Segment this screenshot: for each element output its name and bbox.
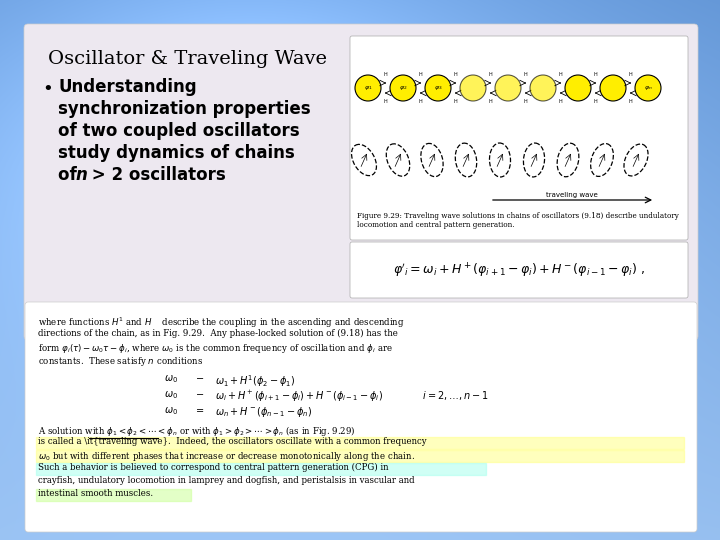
Text: Oscillator & Traveling Wave: Oscillator & Traveling Wave (48, 50, 327, 68)
Text: of: of (58, 166, 83, 184)
Text: constants.  These satisfy $n$ conditions: constants. These satisfy $n$ conditions (38, 355, 203, 368)
Text: H: H (629, 99, 632, 104)
Text: study dynamics of chains: study dynamics of chains (58, 144, 294, 162)
Text: H: H (418, 72, 423, 77)
FancyBboxPatch shape (350, 242, 688, 298)
Text: $\omega_0$ but with different phases that increase or decrease monotonically alo: $\omega_0$ but with different phases tha… (38, 450, 415, 463)
Text: H: H (384, 72, 387, 77)
Bar (36, 463, 486, 475)
Text: $\omega_0$: $\omega_0$ (164, 405, 178, 417)
Text: is called a \it{traveling wave}.  Indeed, the oscillators oscillate with a commo: is called a \it{traveling wave}. Indeed,… (38, 437, 427, 446)
Text: H: H (559, 72, 562, 77)
Text: $\omega_0$: $\omega_0$ (164, 389, 178, 401)
Text: Figure 9.29: Traveling wave solutions in chains of oscillators (9.18) describe u: Figure 9.29: Traveling wave solutions in… (357, 212, 679, 229)
Circle shape (425, 75, 451, 101)
Text: directions of the chain, as in Fig. 9.29.  Any phase-locked solution of (9.18) h: directions of the chain, as in Fig. 9.29… (38, 329, 398, 338)
Circle shape (390, 75, 416, 101)
Circle shape (460, 75, 486, 101)
Text: H: H (454, 99, 457, 104)
Text: $\varphi_1$: $\varphi_1$ (364, 84, 372, 92)
FancyBboxPatch shape (24, 24, 698, 340)
Text: A solution with $\phi_1 < \phi_2 < \cdots < \phi_n$ or with $\phi_1 > \phi_2 > \: A solution with $\phi_1 < \phi_2 < \cdot… (38, 424, 356, 438)
Text: of two coupled oscillators: of two coupled oscillators (58, 122, 300, 140)
Text: > 2 oscillators: > 2 oscillators (86, 166, 226, 184)
Circle shape (530, 75, 556, 101)
Text: H: H (523, 72, 527, 77)
Text: $-$: $-$ (195, 389, 204, 398)
Text: H: H (384, 99, 387, 104)
Text: n: n (75, 166, 87, 184)
Text: H: H (418, 99, 423, 104)
Text: $=$: $=$ (194, 405, 205, 414)
Text: $\omega_1 + H^1(\phi_2 - \phi_1)$: $\omega_1 + H^1(\phi_2 - \phi_1)$ (215, 373, 295, 389)
Bar (36, 437, 684, 449)
Bar (36, 450, 684, 462)
FancyBboxPatch shape (350, 36, 688, 240)
Text: where functions $H^1$ and $H$    describe the coupling in the ascending and desc: where functions $H^1$ and $H$ describe t… (38, 316, 405, 330)
Circle shape (635, 75, 661, 101)
Text: H: H (454, 72, 457, 77)
Circle shape (565, 75, 591, 101)
Text: $\varphi_n$: $\varphi_n$ (644, 84, 652, 92)
Text: H: H (629, 72, 632, 77)
Bar (36, 489, 191, 501)
Text: H: H (523, 99, 527, 104)
Text: form $\varphi_i(\tau) - \omega_0\tau - \phi_i$, where $\omega_0$ is the common f: form $\varphi_i(\tau) - \omega_0\tau - \… (38, 342, 393, 355)
Circle shape (355, 75, 381, 101)
FancyBboxPatch shape (25, 302, 697, 532)
Text: $\omega_i + H^+(\phi_{i+1} - \phi_i) + H^-(\phi_{i-1} - \phi_i)$: $\omega_i + H^+(\phi_{i+1} - \phi_i) + H… (215, 389, 383, 404)
Circle shape (495, 75, 521, 101)
Text: $\varphi_2$: $\varphi_2$ (399, 84, 408, 92)
Text: synchronization properties: synchronization properties (58, 100, 310, 118)
Text: H: H (559, 99, 562, 104)
Text: crayfish, undulatory locomotion in lamprey and dogfish, and peristalsis in vascu: crayfish, undulatory locomotion in lampr… (38, 476, 415, 485)
Text: traveling wave: traveling wave (546, 192, 598, 198)
Text: H: H (489, 99, 492, 104)
Text: H: H (593, 72, 598, 77)
Text: $\varphi_3$: $\varphi_3$ (433, 84, 442, 92)
Text: $\omega_n + H^-(\phi_{n-1} - \phi_n)$: $\omega_n + H^-(\phi_{n-1} - \phi_n)$ (215, 405, 312, 419)
Text: intestinal smooth muscles.: intestinal smooth muscles. (38, 489, 153, 498)
Text: $\varphi'_i = \omega_i + H^+(\varphi_{i+1} - \varphi_i) + H^-(\varphi_{i-1} - \v: $\varphi'_i = \omega_i + H^+(\varphi_{i+… (393, 262, 645, 280)
Text: $\quad i=2,\ldots,n-1$: $\quad i=2,\ldots,n-1$ (413, 389, 489, 402)
Text: H: H (489, 72, 492, 77)
Text: $\omega_0$: $\omega_0$ (164, 373, 178, 385)
Text: Such a behavior is believed to correspond to central pattern generation (CPG) in: Such a behavior is believed to correspon… (38, 463, 389, 472)
Text: •: • (42, 80, 53, 98)
Text: H: H (593, 99, 598, 104)
Circle shape (600, 75, 626, 101)
Text: $-$: $-$ (195, 373, 204, 382)
Text: Understanding: Understanding (58, 78, 197, 96)
